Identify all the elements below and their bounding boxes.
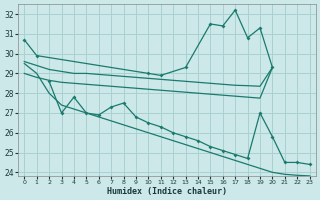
X-axis label: Humidex (Indice chaleur): Humidex (Indice chaleur) (107, 187, 227, 196)
